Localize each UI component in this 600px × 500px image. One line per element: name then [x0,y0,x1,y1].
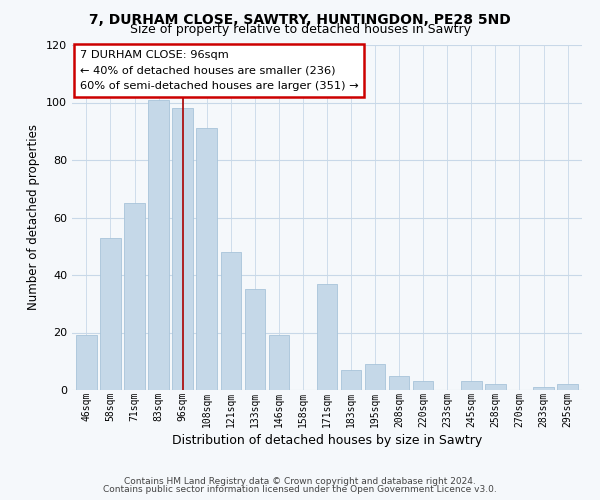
Bar [533,387,554,390]
Y-axis label: Number of detached properties: Number of detached properties [28,124,40,310]
Text: Contains HM Land Registry data © Crown copyright and database right 2024.: Contains HM Land Registry data © Crown c… [124,477,476,486]
Bar [100,238,121,390]
Bar [196,128,217,390]
Bar [389,376,409,390]
Bar [76,336,97,390]
Text: 7 DURHAM CLOSE: 96sqm
← 40% of detached houses are smaller (236)
60% of semi-det: 7 DURHAM CLOSE: 96sqm ← 40% of detached … [80,50,358,92]
Bar [148,100,169,390]
Text: Contains public sector information licensed under the Open Government Licence v3: Contains public sector information licen… [103,485,497,494]
Bar [317,284,337,390]
Text: Size of property relative to detached houses in Sawtry: Size of property relative to detached ho… [130,22,470,36]
Bar [269,336,289,390]
Bar [341,370,361,390]
Text: 7, DURHAM CLOSE, SAWTRY, HUNTINGDON, PE28 5ND: 7, DURHAM CLOSE, SAWTRY, HUNTINGDON, PE2… [89,12,511,26]
X-axis label: Distribution of detached houses by size in Sawtry: Distribution of detached houses by size … [172,434,482,446]
Bar [461,382,482,390]
Bar [221,252,241,390]
Bar [245,290,265,390]
Bar [557,384,578,390]
Bar [365,364,385,390]
Bar [172,108,193,390]
Bar [124,203,145,390]
Bar [413,382,433,390]
Bar [485,384,506,390]
